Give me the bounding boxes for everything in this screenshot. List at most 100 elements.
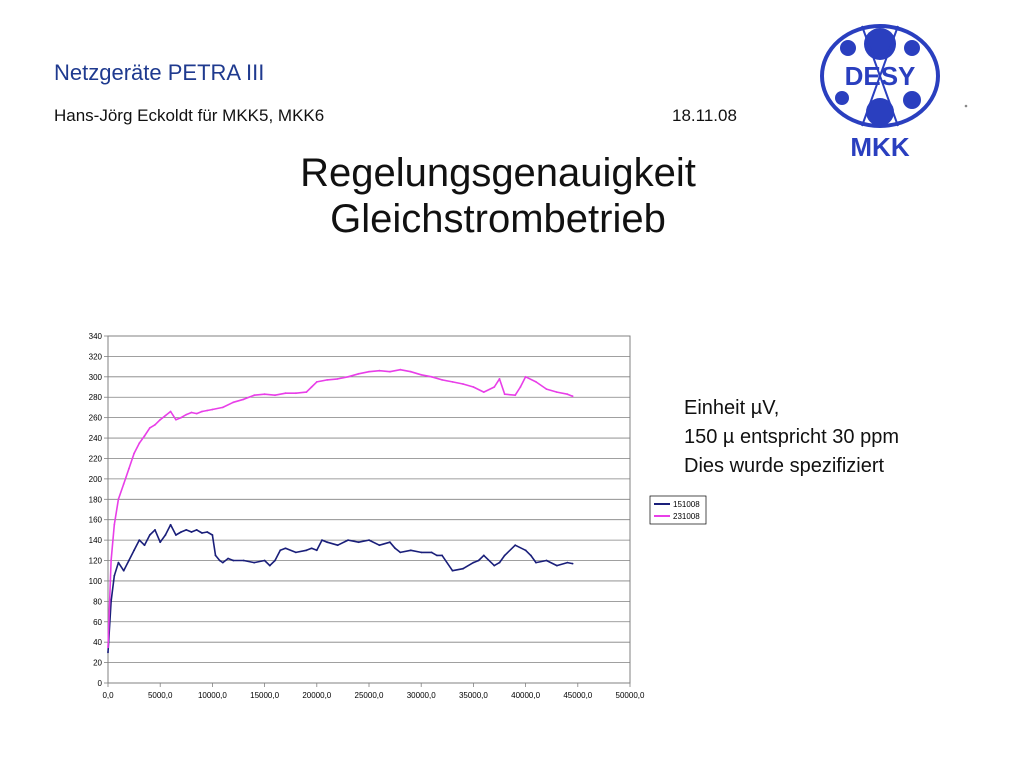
data-point: [175, 418, 177, 421]
y-tick-label: 280: [89, 393, 103, 402]
legend-box: [649, 495, 707, 525]
data-point: [389, 370, 391, 373]
data-point: [242, 398, 245, 401]
data-point: [305, 391, 308, 393]
data-point: [310, 386, 313, 388]
data-point: [148, 427, 151, 429]
data-point: [482, 554, 485, 557]
data-point: [524, 375, 527, 378]
data-point: [274, 559, 276, 562]
y-tick-label: 340: [89, 332, 103, 341]
x-tick-label: 20000,0: [302, 691, 331, 700]
y-tick-label: 60: [93, 618, 102, 627]
data-point: [436, 554, 438, 557]
data-point: [164, 414, 167, 417]
data-point: [394, 547, 396, 550]
slide-title-line2: Gleichstrombetrieb: [330, 197, 666, 241]
note-line-unit: Einheit µV,: [684, 397, 780, 419]
data-point: [113, 574, 116, 577]
data-point: [206, 531, 209, 533]
data-point: [503, 393, 506, 396]
data-point: [185, 413, 188, 416]
data-point: [201, 410, 203, 413]
data-point: [535, 381, 537, 383]
header-title: Netzgeräte PETRA III: [54, 60, 265, 85]
data-point: [368, 539, 370, 541]
y-tick-label: 160: [89, 516, 103, 525]
data-point: [122, 483, 125, 485]
data-point: [399, 551, 402, 554]
data-point: [159, 541, 162, 544]
data-point: [143, 435, 146, 437]
data-point: [430, 551, 433, 554]
x-tick-label: 5000,0: [148, 691, 173, 700]
data-point: [253, 394, 256, 397]
data-point: [127, 467, 130, 470]
data-point: [295, 551, 297, 554]
logo-top-text: DESY: [845, 61, 916, 91]
data-point: [138, 442, 141, 445]
series-layer: [107, 368, 574, 654]
data-point: [138, 539, 141, 541]
data-point: [164, 534, 167, 536]
data-point: [389, 541, 391, 544]
y-tick-label: 180: [89, 495, 103, 504]
data-point: [503, 554, 506, 557]
data-point: [284, 547, 287, 550]
y-tick-label: 200: [89, 475, 103, 484]
y-tick-label: 140: [89, 536, 103, 545]
data-point: [441, 554, 443, 557]
data-point: [420, 551, 423, 554]
data-point: [110, 559, 112, 562]
data-point: [211, 408, 214, 411]
legend-label-151008: 151008: [673, 500, 700, 509]
data-point: [310, 547, 313, 550]
data-point: [514, 544, 517, 547]
data-point: [218, 559, 221, 562]
data-point: [274, 394, 276, 397]
data-point: [357, 541, 360, 544]
data-point: [154, 423, 156, 426]
x-tick-label: 50000,0: [616, 691, 645, 700]
data-point: [169, 410, 172, 413]
x-tick-label: 25000,0: [355, 691, 384, 700]
y-tick-label: 240: [89, 434, 103, 443]
data-point: [195, 529, 198, 531]
header-subtitle: Hans-Jörg Eckoldt für MKK5, MKK6: [54, 106, 325, 125]
data-point: [180, 531, 183, 533]
data-point: [185, 529, 188, 531]
data-point: [336, 378, 339, 380]
data-point: [545, 388, 548, 390]
data-point: [113, 523, 116, 526]
x-tick-label: 40000,0: [511, 691, 540, 700]
data-point: [566, 393, 569, 396]
data-point: [159, 418, 162, 421]
data-point: [315, 381, 318, 383]
data-point: [378, 369, 381, 372]
y-tick-label: 20: [93, 659, 102, 668]
data-point: [326, 379, 329, 381]
data-point: [232, 559, 235, 562]
x-axis: 0,0 5000,0 10000,0 15000,0 20000,0 25000,0 300…: [102, 683, 645, 700]
y-tick-label: 80: [93, 597, 102, 606]
y-tick-label: 260: [89, 414, 103, 423]
data-point: [143, 544, 146, 547]
data-point: [566, 561, 569, 564]
data-point: [399, 368, 402, 371]
x-tick-label: 35000,0: [459, 691, 488, 700]
legend-label-231008: 231008: [673, 512, 700, 521]
x-tick-label: 30000,0: [407, 691, 436, 700]
data-point: [295, 392, 297, 395]
data-point: [169, 523, 172, 526]
data-point: [441, 379, 443, 381]
data-point: [420, 373, 423, 376]
data-point: [190, 411, 193, 414]
data-point: [430, 375, 433, 378]
data-point: [206, 409, 209, 412]
series-line-231008: [107, 368, 573, 648]
data-point: [214, 554, 217, 557]
data-point: [154, 529, 156, 531]
data-point: [529, 554, 532, 557]
x-tick-label: 0,0: [102, 691, 114, 700]
